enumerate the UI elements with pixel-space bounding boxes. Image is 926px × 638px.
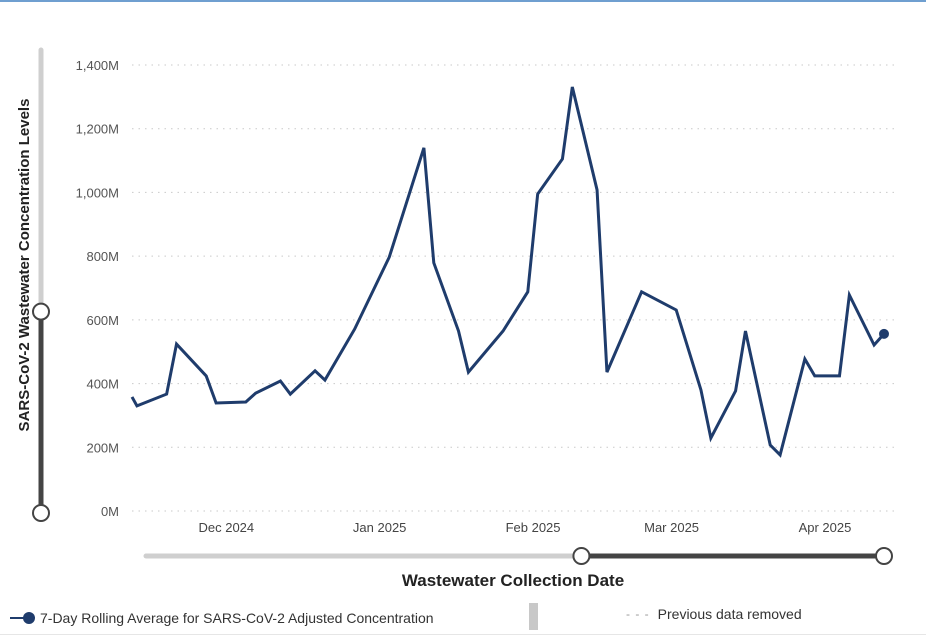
y-tick-label: 1,000M [76, 185, 119, 200]
y-tick-label: 600M [86, 313, 119, 328]
y-tick-label: 200M [86, 440, 119, 455]
dashed-line-icon: - - - [626, 607, 650, 621]
y-slider-handle-bottom[interactable] [32, 504, 50, 522]
x-range-slider[interactable] [143, 547, 893, 565]
y-tick-label: 1,200M [76, 122, 119, 137]
visual-top-border [0, 0, 926, 2]
y-tick-label: 0M [101, 504, 119, 519]
x-tick-label: Jan 2025 [353, 520, 407, 535]
legend-series-label[interactable]: 7-Day Rolling Average for SARS-CoV-2 Adj… [40, 610, 434, 626]
last-data-point [879, 328, 889, 339]
legend[interactable]: 7-Day Rolling Average for SARS-CoV-2 Adj… [10, 607, 434, 629]
y-tick-label: 800M [86, 249, 119, 264]
x-slider-handle-left[interactable] [572, 547, 591, 565]
y-tick-label: 1,400M [76, 58, 119, 73]
y-tick-label: 400M [86, 377, 119, 392]
y-range-slider[interactable] [32, 47, 50, 522]
series-line [130, 86, 886, 458]
bottom-divider [0, 634, 926, 635]
legend-scrollbar[interactable] [529, 603, 538, 630]
x-axis-title: Wastewater Collection Date [401, 571, 625, 590]
legend-note: - - - Previous data removed [626, 606, 802, 622]
legend-line-marker-icon [10, 611, 36, 625]
y-tick-labels: 0M 200M 400M 600M 800M 1,000M 1,200M 1,400M [76, 58, 119, 519]
x-tick-label: Feb 2025 [506, 520, 561, 535]
x-tick-labels: Dec 2024 Jan 2025 Feb 2025 Mar 2025 Apr 2025 [198, 520, 851, 535]
x-tick-label: Dec 2024 [198, 520, 254, 535]
line-chart: 0M 200M 400M 600M 800M 1,000M 1,200M 1,400M Dec… [32, 47, 895, 565]
x-tick-label: Apr 2025 [799, 520, 852, 535]
series-group [130, 86, 889, 458]
x-slider-handle-right[interactable] [875, 547, 893, 565]
x-tick-label: Mar 2025 [644, 520, 699, 535]
y-slider-handle-top[interactable] [32, 302, 50, 321]
legend-note-label: Previous data removed [657, 606, 802, 622]
gridlines [132, 64, 895, 512]
